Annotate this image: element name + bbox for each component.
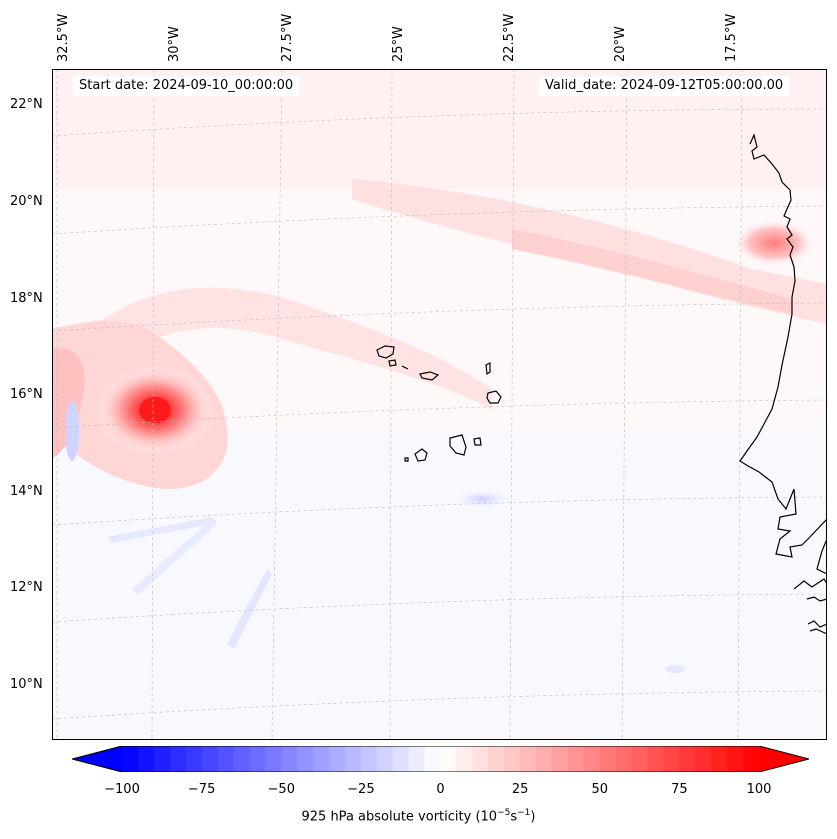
vortex-west-arm: [52, 348, 85, 459]
guinea-coast: [809, 628, 827, 635]
colorbar-label-exponent: −5: [497, 808, 511, 818]
latitude-label: 12°N: [10, 580, 43, 595]
colorbar-tick-label: 100: [746, 782, 772, 797]
cape-verde-islands: [376, 345, 502, 462]
colorbar-bin: [567, 746, 585, 772]
latitude-label: 20°N: [10, 194, 43, 209]
colorbar-label-close: ): [530, 809, 536, 825]
colorbar-bin: [360, 746, 378, 772]
colorbar-tick-label: −100: [104, 782, 140, 797]
colorbar-bin: [663, 746, 680, 772]
negative-vorticity-streak: [132, 519, 216, 595]
vortex-core: [139, 397, 171, 423]
guinea-coast: [807, 620, 827, 628]
colorbar-bin: [647, 746, 664, 772]
vorticity-band-east-core: [512, 229, 792, 314]
colorbar-bin: [153, 746, 171, 772]
colorbar-bin: [472, 746, 489, 772]
colorbar-bin: [440, 746, 457, 772]
guinea-coast: [806, 596, 827, 602]
colorbar-bin: [456, 746, 473, 772]
colorbar-bin: [185, 746, 203, 772]
longitude-label: 17.5°W: [724, 13, 739, 62]
bissagos-coast: [793, 578, 827, 590]
colorbar-bin: [424, 746, 441, 772]
negative-vorticity-streak: [65, 401, 79, 461]
colorbar-tick-label: −25: [347, 782, 375, 797]
colorbar-bin: [233, 746, 250, 772]
colorbar: [72, 746, 809, 772]
colorbar-bin: [727, 746, 744, 772]
colorbar-bin: [169, 746, 187, 772]
colorbar-bin: [376, 746, 394, 772]
graticule: [52, 69, 827, 740]
colorbar-bin: [536, 746, 553, 772]
west-africa-coastline-south: [816, 538, 827, 575]
colorbar-label-unit: s: [510, 809, 518, 825]
colorbar-label-text: 925 hPa absolute vorticity (10: [301, 809, 498, 825]
valid-date-label: Valid_date: 2024-09-12T05:00:00.00: [539, 76, 790, 96]
negative-vorticity-spot: [452, 489, 512, 509]
colorbar-bin: [392, 746, 410, 772]
colorbar-bin: [504, 746, 521, 772]
colorbar-bin: [137, 746, 155, 772]
colorbar-label: 925 hPa absolute vorticity (10−5s−1): [0, 808, 837, 824]
colorbar-bin: [281, 746, 298, 772]
colorbar-label-exponent: −1: [517, 808, 531, 818]
colorbar-bin: [583, 746, 601, 772]
vorticity-map: [52, 69, 827, 740]
colorbar-bin: [201, 746, 219, 772]
negative-vorticity-spot: [665, 665, 685, 673]
colorbar-extend-min: [72, 746, 122, 772]
latitude-label: 10°N: [10, 677, 43, 692]
longitude-label: 20°W: [613, 26, 628, 62]
colorbar-bins: [72, 746, 809, 772]
latitude-label: 14°N: [10, 484, 43, 499]
colorbar-bin: [265, 746, 282, 772]
colorbar-tick-label: −50: [267, 782, 295, 797]
colorbar-extend-max: [759, 746, 809, 772]
colorbar-bin: [297, 746, 314, 772]
colorbar-bin: [344, 746, 362, 772]
colorbar-bin: [679, 746, 696, 772]
colorbar-tick-label: −75: [187, 782, 216, 797]
colorbar-bin: [329, 746, 346, 772]
colorbar-bin: [711, 746, 728, 772]
colorbar-bin: [599, 746, 617, 772]
longitude-label: 32.5°W: [56, 13, 71, 62]
latitude-label: 16°N: [10, 387, 43, 402]
colorbar-tick-label: 50: [591, 782, 609, 797]
colorbar-bin: [122, 746, 139, 772]
longitude-label: 25°W: [391, 26, 406, 62]
vorticity-band-west: [52, 287, 492, 409]
negative-vorticity-streak: [107, 517, 217, 543]
colorbar-tick-label: 25: [511, 782, 529, 797]
colorbar-bin: [488, 746, 505, 772]
latitude-label: 22°N: [10, 97, 43, 112]
longitude-label: 30°W: [167, 26, 182, 62]
coastal-vortex: [732, 219, 816, 267]
colorbar-bin: [408, 746, 426, 772]
colorbar-tick-label: 75: [671, 782, 688, 797]
colorbar-bin: [313, 746, 330, 772]
colorbar-bin: [743, 746, 760, 772]
colorbar-bin: [615, 746, 633, 772]
colorbar-bin: [249, 746, 266, 772]
negative-vorticity-streak: [227, 569, 272, 649]
map-border: [52, 69, 827, 740]
colorbar-bin: [520, 746, 537, 772]
longitude-label: 27.5°W: [280, 13, 295, 62]
west-africa-coastline: [739, 133, 827, 558]
colorbar-bin: [695, 746, 712, 772]
colorbar-bin: [631, 746, 649, 772]
latitude-label: 18°N: [10, 291, 43, 306]
longitude-label: 22.5°W: [502, 13, 517, 62]
colorbar-bin: [551, 746, 569, 772]
start-date-label: Start date: 2024-09-10_00:00:00: [73, 76, 300, 96]
colorbar-bin: [217, 746, 234, 772]
colorbar-tick-label: 0: [436, 782, 445, 797]
